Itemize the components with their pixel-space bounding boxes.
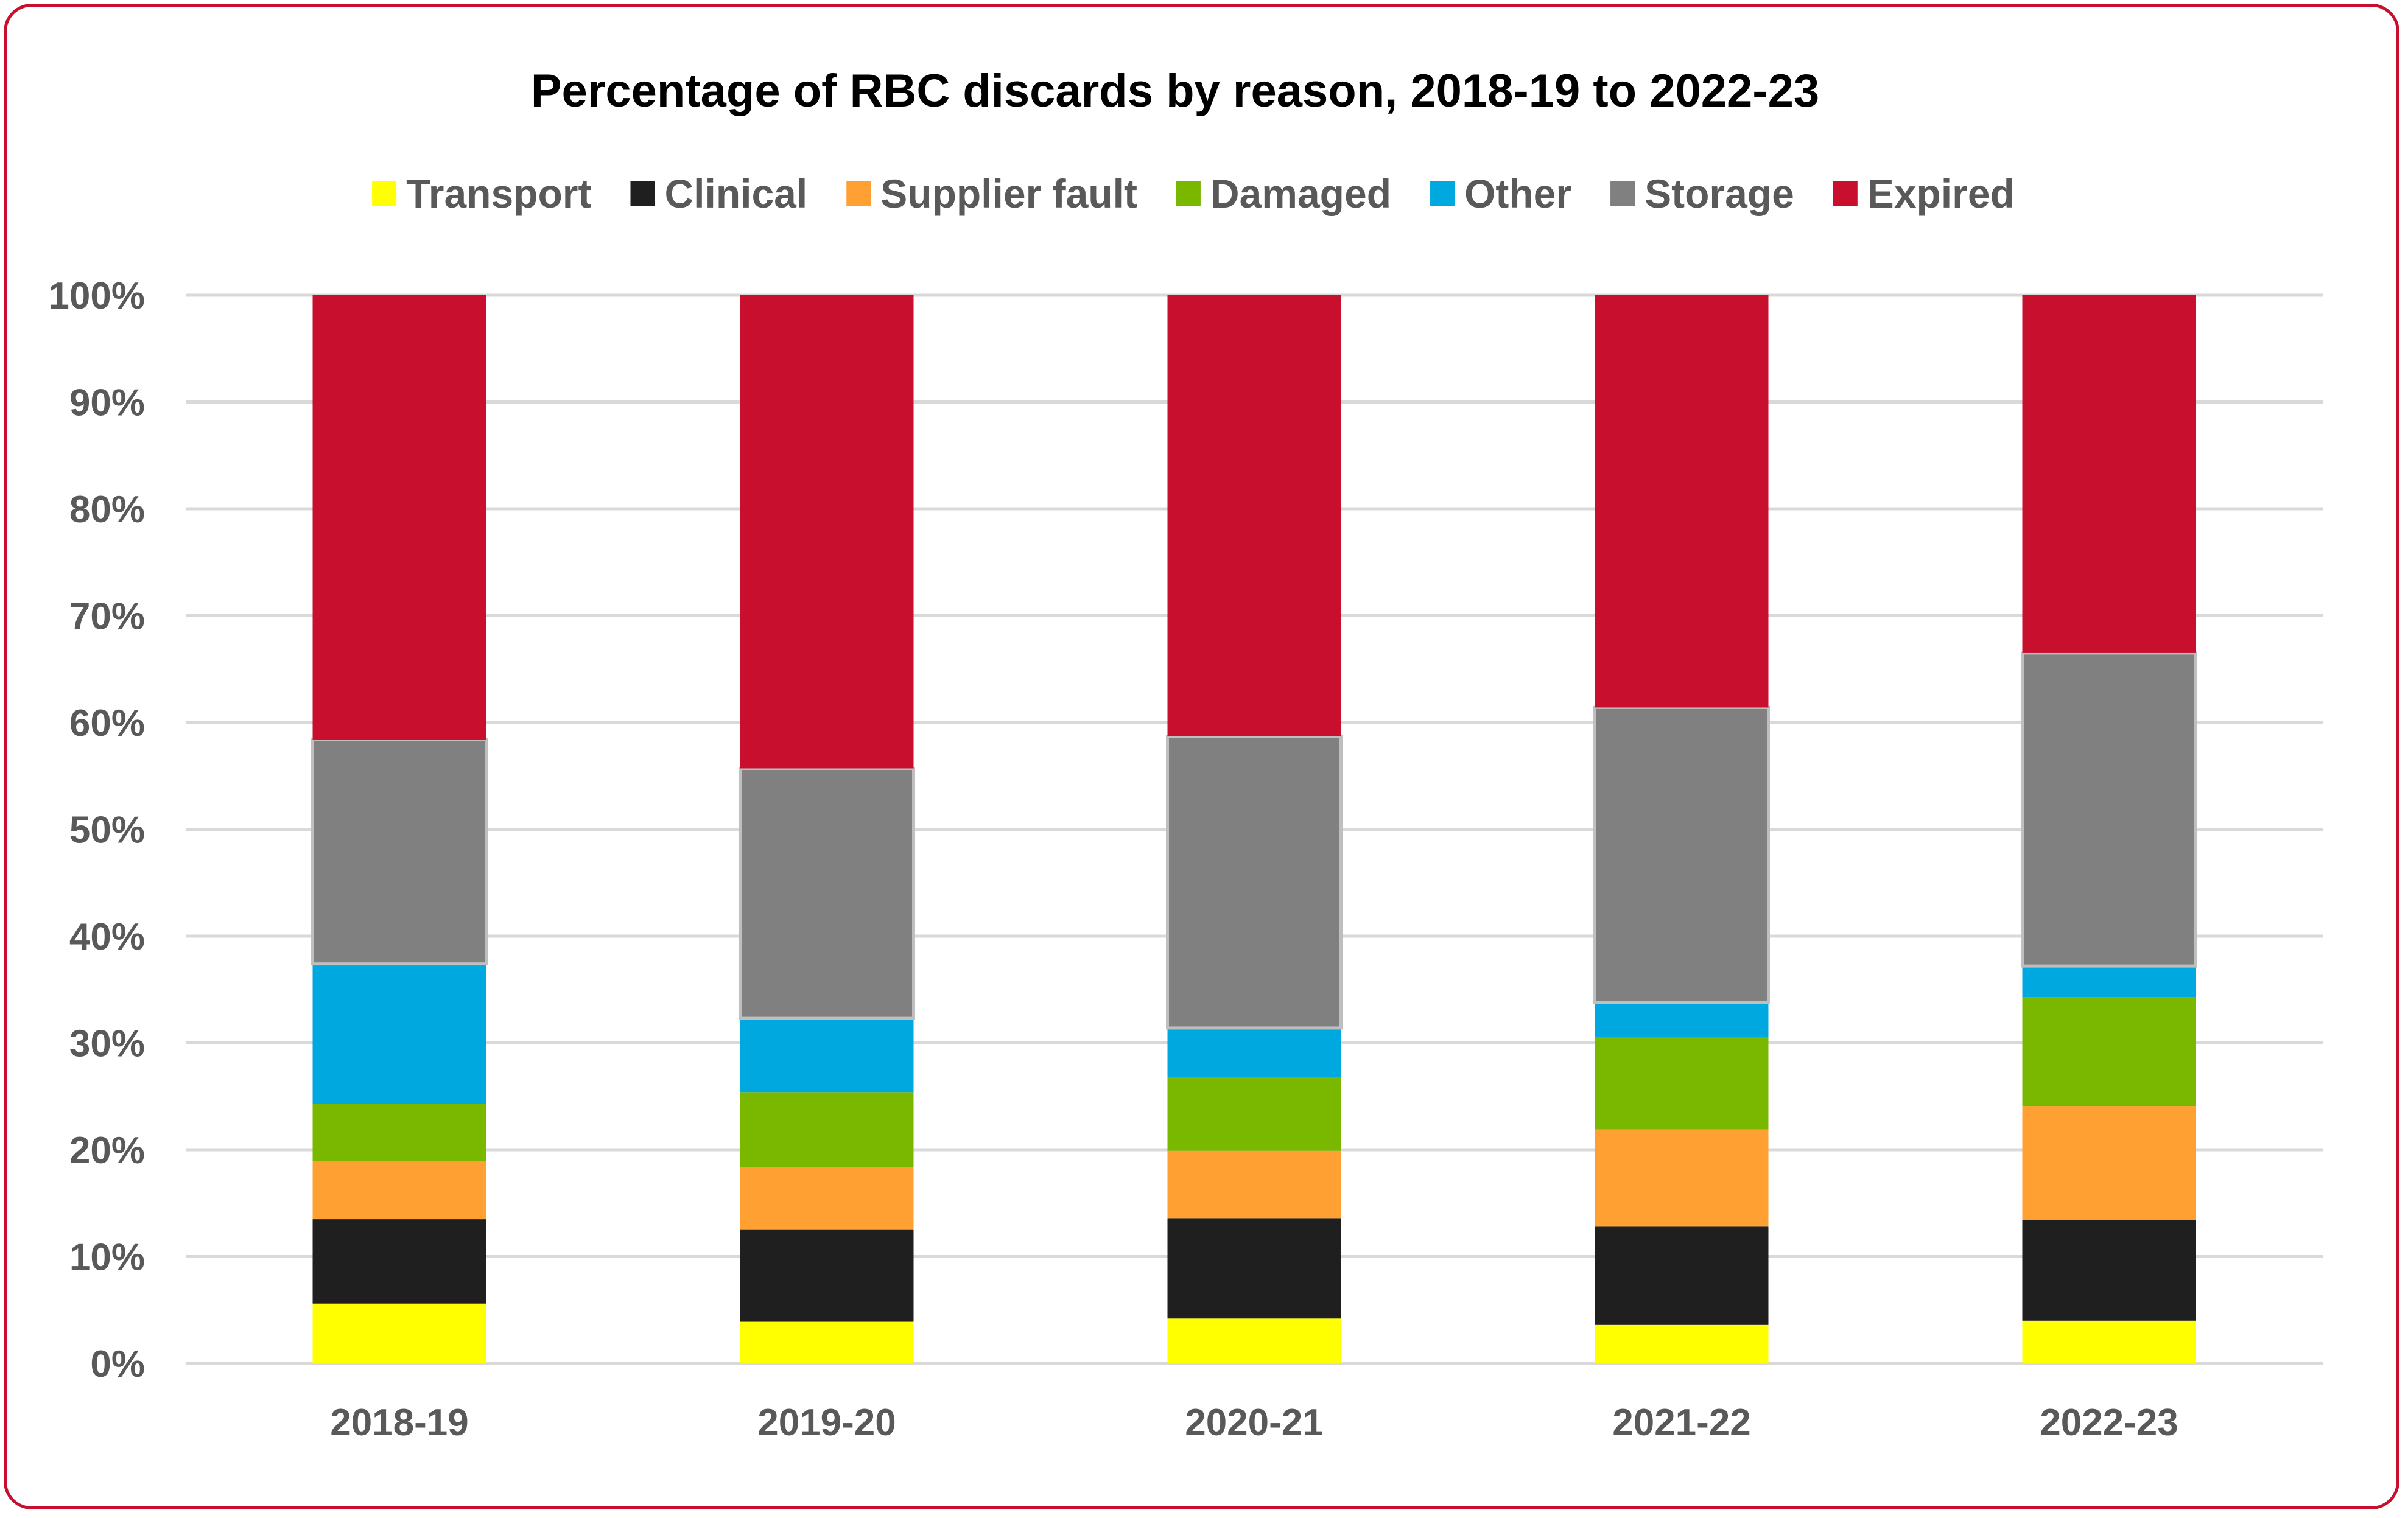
- x-tick-label-2021-22: 2021-22: [1612, 1402, 1751, 1444]
- y-tick-label-40: 40%: [69, 916, 145, 958]
- bar-other-2022-23: [2022, 966, 2196, 998]
- x-tick-label-2019-20: 2019-20: [757, 1402, 896, 1444]
- legend-label-expired: Expired: [1867, 171, 2015, 216]
- bar-stack-2018-19: [311, 295, 488, 1363]
- bar-clinical-2018-19: [312, 1219, 486, 1304]
- legend-item-damaged: Damaged: [1176, 171, 1391, 216]
- legend: Transport Clinical Supplier fault Damaged Ot…: [372, 171, 2015, 216]
- legend-item-clinical: Clinical: [630, 171, 807, 216]
- bar-transport-2019-20: [740, 1321, 914, 1363]
- y-tick-label-50: 50%: [69, 810, 145, 852]
- x-tick-label-2022-23: 2022-23: [2040, 1402, 2178, 1444]
- bar-transport-2018-19: [312, 1303, 486, 1363]
- legend-item-supplier-fault: Supplier fault: [846, 171, 1137, 216]
- legend-swatch-damaged: [1176, 181, 1201, 206]
- legend-swatch-transport: [372, 181, 397, 206]
- bar-clinical-2019-20: [740, 1229, 914, 1322]
- legend-swatch-clinical: [630, 181, 655, 206]
- y-tick-label-0: 0%: [90, 1343, 145, 1385]
- bar-storage-2019-20: [739, 766, 915, 1020]
- bar-storage-2018-19: [311, 738, 488, 966]
- bar-expired-2019-20: [740, 295, 914, 769]
- legend-item-storage: Storage: [1610, 171, 1794, 216]
- x-tick-label-2018-19: 2018-19: [330, 1402, 469, 1444]
- bar-stack-2022-23: [2021, 295, 2197, 1363]
- legend-item-expired: Expired: [1833, 171, 2015, 216]
- legend-swatch-expired: [1833, 181, 1858, 206]
- legend-item-other: Other: [1430, 171, 1571, 216]
- legend-label-storage: Storage: [1645, 171, 1794, 216]
- bar-storage-2022-23: [2021, 651, 2197, 968]
- x-tick-label-2020-21: 2020-21: [1185, 1402, 1324, 1444]
- bar-expired-2022-23: [2022, 295, 2196, 653]
- bar-stack-2021-22: [1593, 295, 1770, 1363]
- legend-swatch-supplier-fault: [846, 181, 871, 206]
- bar-storage-2021-22: [1593, 705, 1770, 1004]
- bar-clinical-2020-21: [1167, 1218, 1341, 1319]
- bar-other-2019-20: [740, 1018, 914, 1093]
- bar-transport-2022-23: [2022, 1320, 2196, 1363]
- bar-supplier-fault-2021-22: [1595, 1129, 1769, 1227]
- y-tick-label-80: 80%: [69, 489, 145, 531]
- legend-label-damaged: Damaged: [1210, 171, 1391, 216]
- legend-label-transport: Transport: [406, 171, 591, 216]
- bar-other-2021-22: [1595, 1002, 1769, 1038]
- bar-damaged-2022-23: [2022, 997, 2196, 1107]
- y-tick-label-90: 90%: [69, 382, 145, 424]
- bar-transport-2021-22: [1595, 1324, 1769, 1363]
- bar-other-2018-19: [312, 964, 486, 1104]
- bar-clinical-2021-22: [1595, 1226, 1769, 1325]
- bar-supplier-fault-2019-20: [740, 1167, 914, 1230]
- bar-stack-2019-20: [739, 295, 915, 1363]
- bar-expired-2018-19: [312, 295, 486, 740]
- bar-stack-2020-21: [1166, 295, 1343, 1363]
- legend-swatch-other: [1430, 181, 1455, 206]
- bar-supplier-fault-2018-19: [312, 1161, 486, 1220]
- y-tick-label-30: 30%: [69, 1023, 145, 1065]
- bar-clinical-2022-23: [2022, 1220, 2196, 1321]
- legend-label-supplier-fault: Supplier fault: [880, 171, 1137, 216]
- bar-damaged-2019-20: [740, 1092, 914, 1167]
- y-tick-label-20: 20%: [69, 1130, 145, 1172]
- x-axis: 2018-19 2019-20 2020-21 2021-22 2022-23: [330, 1402, 2178, 1444]
- y-tick-label-100: 100%: [48, 275, 145, 317]
- legend-label-clinical: Clinical: [664, 171, 807, 216]
- bar-storage-2020-21: [1166, 735, 1343, 1030]
- bar-expired-2020-21: [1167, 295, 1341, 736]
- legend-item-transport: Transport: [372, 171, 592, 216]
- y-tick-label-10: 10%: [69, 1237, 145, 1279]
- bar-damaged-2020-21: [1167, 1077, 1341, 1151]
- chart-title: Percentage of RBC discards by reason, 20…: [531, 65, 1819, 117]
- bar-supplier-fault-2020-21: [1167, 1150, 1341, 1219]
- bar-damaged-2018-19: [312, 1104, 486, 1162]
- y-axis: 0% 10% 20% 30% 40% 50% 60% 70% 80% 90% 100%: [48, 275, 145, 1385]
- bar-expired-2021-22: [1595, 295, 1769, 708]
- legend-swatch-storage: [1610, 181, 1635, 206]
- bars: [311, 295, 2197, 1363]
- bar-supplier-fault-2022-23: [2022, 1106, 2196, 1220]
- y-tick-label-70: 70%: [69, 596, 145, 638]
- legend-label-other: Other: [1464, 171, 1571, 216]
- y-tick-label-60: 60%: [69, 702, 145, 744]
- bar-other-2020-21: [1167, 1027, 1341, 1077]
- bar-damaged-2021-22: [1595, 1037, 1769, 1130]
- bar-transport-2020-21: [1167, 1318, 1341, 1363]
